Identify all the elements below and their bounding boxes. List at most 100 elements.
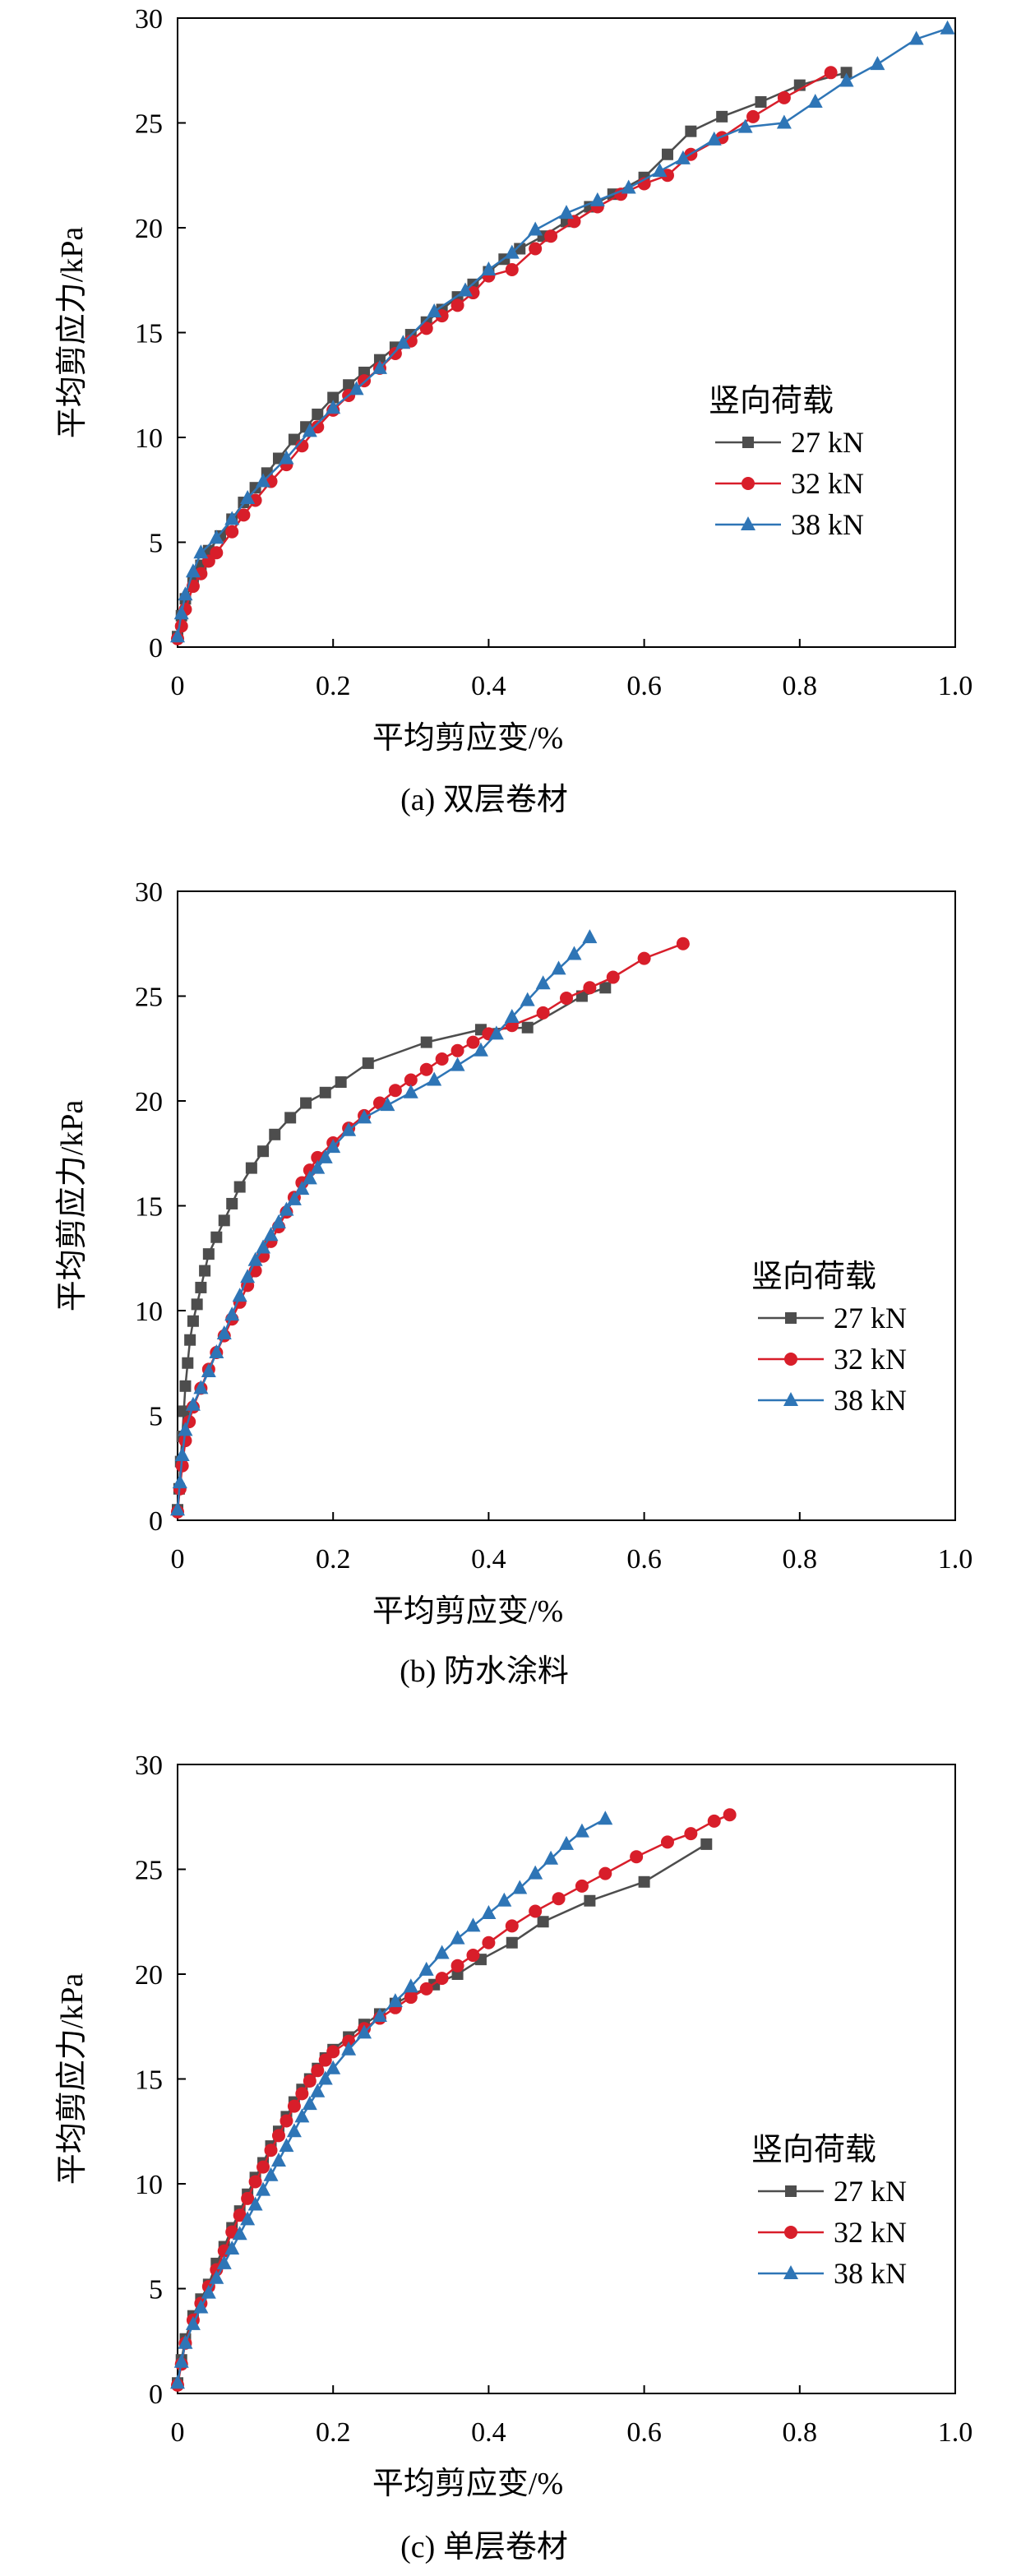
series-line: [176, 987, 606, 1510]
y-tick-label: 0: [149, 1506, 163, 1537]
data-point: [247, 1251, 263, 1266]
data-point: [202, 1248, 215, 1260]
data-point: [807, 94, 823, 108]
x-tick-label: 0.2: [316, 1544, 351, 1575]
data-point: [520, 992, 535, 1006]
data-point: [233, 2208, 247, 2222]
y-tick-label: 5: [149, 529, 163, 559]
data-point: [178, 1422, 193, 1436]
data-point: [286, 2123, 302, 2138]
data-point: [465, 1917, 481, 1932]
data-point: [723, 1808, 737, 1822]
series-line: [176, 1814, 731, 2386]
data-point: [419, 1062, 433, 1076]
data-point: [335, 1076, 347, 1089]
data-point: [318, 2053, 332, 2067]
data-point: [269, 1128, 281, 1140]
data-point: [178, 586, 193, 601]
data-point: [232, 1288, 247, 1302]
data-point: [263, 1227, 279, 1242]
data-point: [209, 530, 224, 544]
data-point: [218, 1214, 230, 1227]
data-point: [326, 2045, 340, 2059]
x-tick-label: 0.2: [316, 671, 351, 701]
data-point: [178, 2334, 193, 2349]
data-point: [326, 1139, 341, 1154]
y-axis-label: 平均剪应力/kPa: [55, 227, 90, 439]
data-point: [201, 2284, 216, 2299]
data-point: [630, 1850, 644, 1864]
data-point: [257, 1145, 270, 1158]
data-point: [528, 221, 543, 236]
data-point: [388, 1084, 402, 1098]
data-point: [777, 90, 791, 104]
data-point: [343, 379, 355, 391]
data-point: [404, 1073, 418, 1087]
data-point: [536, 1006, 550, 1020]
legend-title: 竖向荷载: [751, 2133, 876, 2167]
data-point: [362, 1057, 374, 1070]
data-point: [232, 2226, 247, 2241]
data-point: [310, 2083, 326, 2097]
chart-panel-a: 0 5 10 15 20 25 30 0 0.2 0.4 0.6 0.8 1.0 平均剪应变/% 平均剪应力…: [55, 4, 973, 817]
data-point: [427, 303, 442, 317]
data-point: [341, 1122, 357, 1136]
data-point: [256, 2181, 271, 2196]
data-point: [497, 1892, 512, 1907]
data-point: [357, 1109, 372, 1124]
y-axis-label: 平均剪应力/kPa: [55, 1100, 90, 1312]
data-point: [341, 2041, 357, 2056]
data-point: [435, 1052, 449, 1066]
y-tick-label: 0: [149, 633, 163, 664]
plot-frame: [177, 1764, 956, 2394]
data-point: [287, 2099, 301, 2113]
series-line: [176, 1843, 707, 2384]
plot-frame: [177, 890, 956, 1521]
y-tick-label: 15: [135, 2065, 163, 2096]
data-point: [241, 2191, 255, 2205]
data-point: [311, 2064, 325, 2078]
data-point: [537, 1916, 549, 1928]
x-tick-label: 0.8: [783, 671, 818, 701]
data-point: [560, 992, 573, 1006]
legend-swatch-marker: [783, 2265, 798, 2279]
data-point: [233, 1181, 246, 1193]
data-point: [170, 1501, 185, 1516]
data-point: [543, 1850, 559, 1865]
legend-entry: 32 kN: [834, 1343, 907, 1376]
data-point: [388, 347, 402, 360]
data-point: [240, 2211, 256, 2226]
data-point: [839, 72, 854, 87]
data-point: [824, 66, 838, 80]
data-point: [583, 981, 597, 995]
data-point: [418, 1961, 434, 1976]
x-tick-label: 0.8: [783, 1544, 818, 1575]
data-point: [582, 929, 598, 944]
data-point: [210, 1231, 223, 1243]
data-point: [173, 605, 189, 620]
data-point: [706, 131, 722, 146]
data-point: [237, 508, 251, 522]
legend-title: 竖向荷载: [751, 1260, 876, 1294]
data-point: [755, 96, 767, 108]
data-point: [224, 1306, 240, 1321]
data-point: [451, 1043, 464, 1057]
series-32kn: [171, 1808, 737, 2392]
data-point: [466, 1035, 480, 1049]
data-point: [420, 1036, 432, 1048]
data-point: [326, 400, 341, 414]
panel-caption: (c) 单层卷材: [400, 2530, 568, 2564]
data-point: [284, 1112, 297, 1124]
data-point: [256, 1239, 271, 1254]
data-point: [661, 148, 673, 160]
x-tick-label: 0.2: [316, 2417, 351, 2448]
data-point: [248, 2175, 262, 2189]
series-32kn: [171, 66, 838, 645]
data-point: [193, 2299, 209, 2314]
data-point: [435, 1972, 449, 1986]
data-point: [191, 1298, 203, 1311]
series-line: [176, 1818, 606, 2384]
data-point: [637, 951, 651, 965]
data-point: [575, 1879, 589, 1893]
data-point: [317, 2070, 333, 2085]
